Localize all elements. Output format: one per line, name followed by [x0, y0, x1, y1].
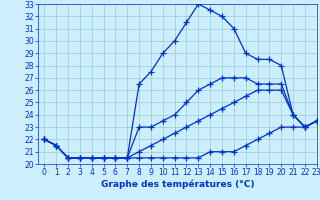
- X-axis label: Graphe des températures (°C): Graphe des températures (°C): [101, 180, 254, 189]
